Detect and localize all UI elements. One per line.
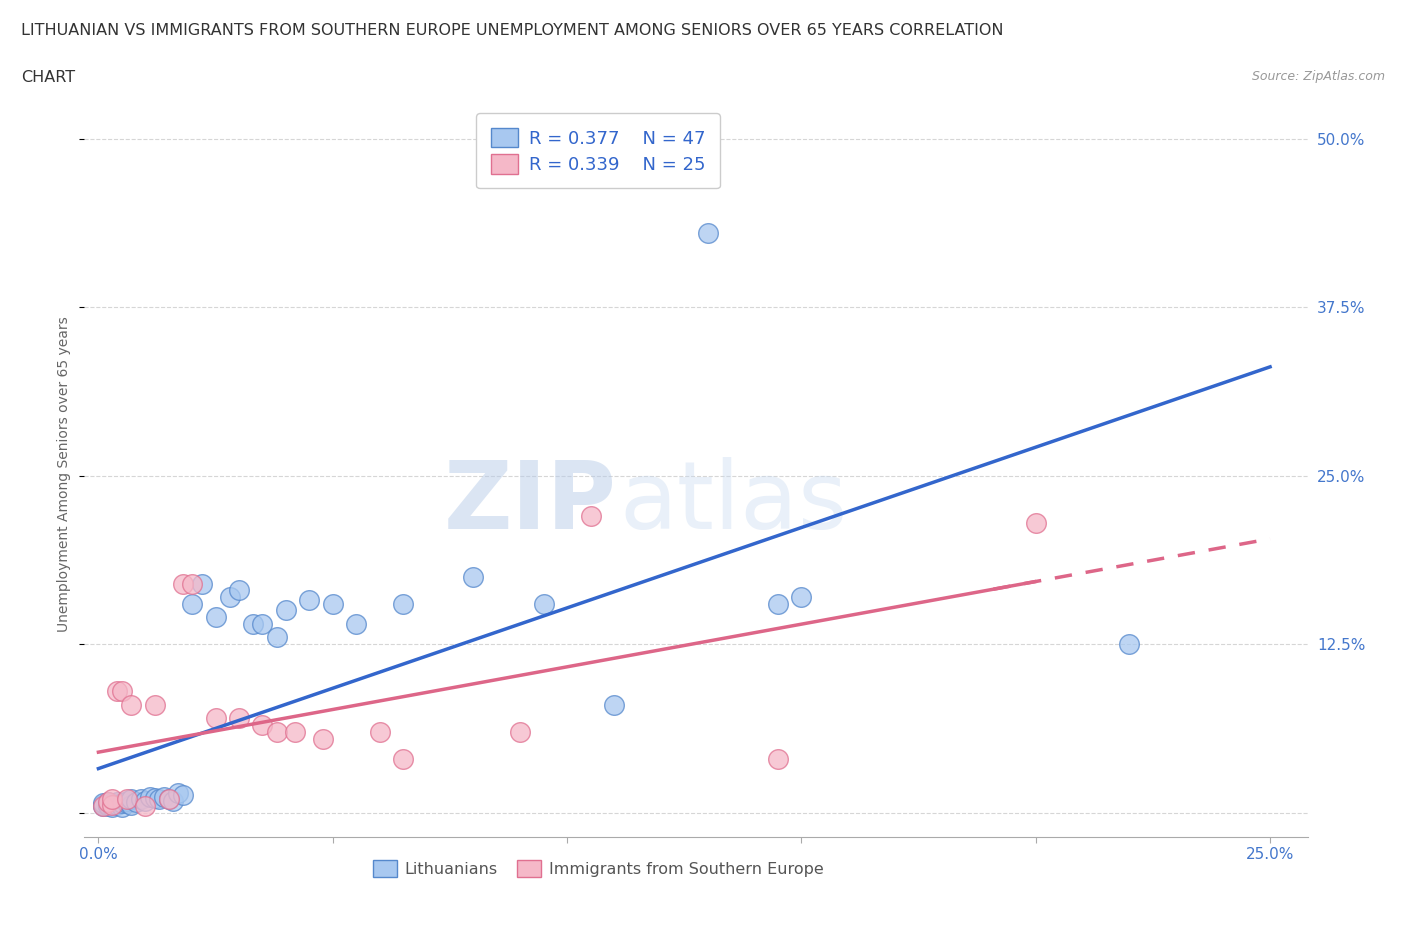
Point bbox=[162, 793, 184, 808]
Point bbox=[105, 684, 128, 698]
Point bbox=[463, 569, 485, 584]
Point bbox=[172, 788, 194, 803]
Point bbox=[157, 791, 180, 806]
Point bbox=[1025, 515, 1047, 530]
Point bbox=[218, 590, 240, 604]
Point bbox=[344, 617, 367, 631]
Point bbox=[266, 724, 288, 739]
Point bbox=[204, 610, 226, 625]
Text: LITHUANIAN VS IMMIGRANTS FROM SOUTHERN EUROPE UNEMPLOYMENT AMONG SENIORS OVER 65: LITHUANIAN VS IMMIGRANTS FROM SOUTHERN E… bbox=[21, 23, 1004, 38]
Point bbox=[115, 791, 138, 806]
Point bbox=[167, 785, 190, 800]
Point bbox=[115, 796, 138, 811]
Point bbox=[101, 797, 124, 812]
Point bbox=[266, 630, 288, 644]
Point bbox=[101, 796, 124, 811]
Point bbox=[766, 751, 789, 766]
Point bbox=[766, 596, 789, 611]
Point bbox=[252, 617, 274, 631]
Point bbox=[579, 509, 602, 524]
Point bbox=[181, 596, 204, 611]
Point bbox=[533, 596, 555, 611]
Point bbox=[252, 718, 274, 733]
Text: ZIP: ZIP bbox=[443, 458, 616, 550]
Point bbox=[190, 576, 212, 591]
Point bbox=[134, 793, 156, 808]
Point bbox=[129, 791, 152, 806]
Point bbox=[228, 583, 250, 598]
Point bbox=[91, 796, 114, 811]
Point bbox=[97, 797, 120, 812]
Point bbox=[143, 698, 166, 712]
Point bbox=[181, 576, 204, 591]
Point bbox=[105, 794, 128, 809]
Point bbox=[392, 596, 415, 611]
Point bbox=[242, 617, 264, 631]
Point bbox=[696, 225, 718, 240]
Point bbox=[97, 794, 120, 809]
Point bbox=[125, 794, 148, 809]
Point bbox=[790, 590, 813, 604]
Text: CHART: CHART bbox=[21, 70, 75, 85]
Point bbox=[172, 576, 194, 591]
Point bbox=[120, 797, 142, 812]
Point bbox=[111, 684, 134, 698]
Point bbox=[91, 797, 114, 812]
Point bbox=[392, 751, 415, 766]
Point bbox=[157, 791, 180, 806]
Point bbox=[115, 793, 138, 808]
Point bbox=[120, 698, 142, 712]
Point bbox=[97, 794, 120, 809]
Point bbox=[105, 797, 128, 812]
Point bbox=[312, 731, 335, 746]
Text: Source: ZipAtlas.com: Source: ZipAtlas.com bbox=[1251, 70, 1385, 83]
Point bbox=[284, 724, 307, 739]
Point bbox=[91, 799, 114, 814]
Legend: Lithuanians, Immigrants from Southern Europe: Lithuanians, Immigrants from Southern Eu… bbox=[366, 853, 830, 884]
Point bbox=[274, 603, 297, 618]
Y-axis label: Unemployment Among Seniors over 65 years: Unemployment Among Seniors over 65 years bbox=[58, 316, 72, 632]
Point bbox=[111, 796, 134, 811]
Point bbox=[143, 790, 166, 805]
Point bbox=[148, 791, 170, 806]
Point bbox=[603, 698, 626, 712]
Point bbox=[1118, 637, 1140, 652]
Point bbox=[101, 800, 124, 815]
Point bbox=[298, 592, 321, 607]
Point bbox=[509, 724, 531, 739]
Point bbox=[368, 724, 391, 739]
Point bbox=[153, 790, 176, 804]
Point bbox=[228, 711, 250, 725]
Point bbox=[322, 596, 344, 611]
Point bbox=[204, 711, 226, 725]
Point bbox=[111, 800, 134, 815]
Point bbox=[134, 799, 156, 814]
Point bbox=[120, 791, 142, 806]
Point bbox=[91, 799, 114, 814]
Point bbox=[101, 791, 124, 806]
Point bbox=[139, 790, 162, 804]
Point bbox=[97, 799, 120, 814]
Text: atlas: atlas bbox=[619, 458, 848, 550]
